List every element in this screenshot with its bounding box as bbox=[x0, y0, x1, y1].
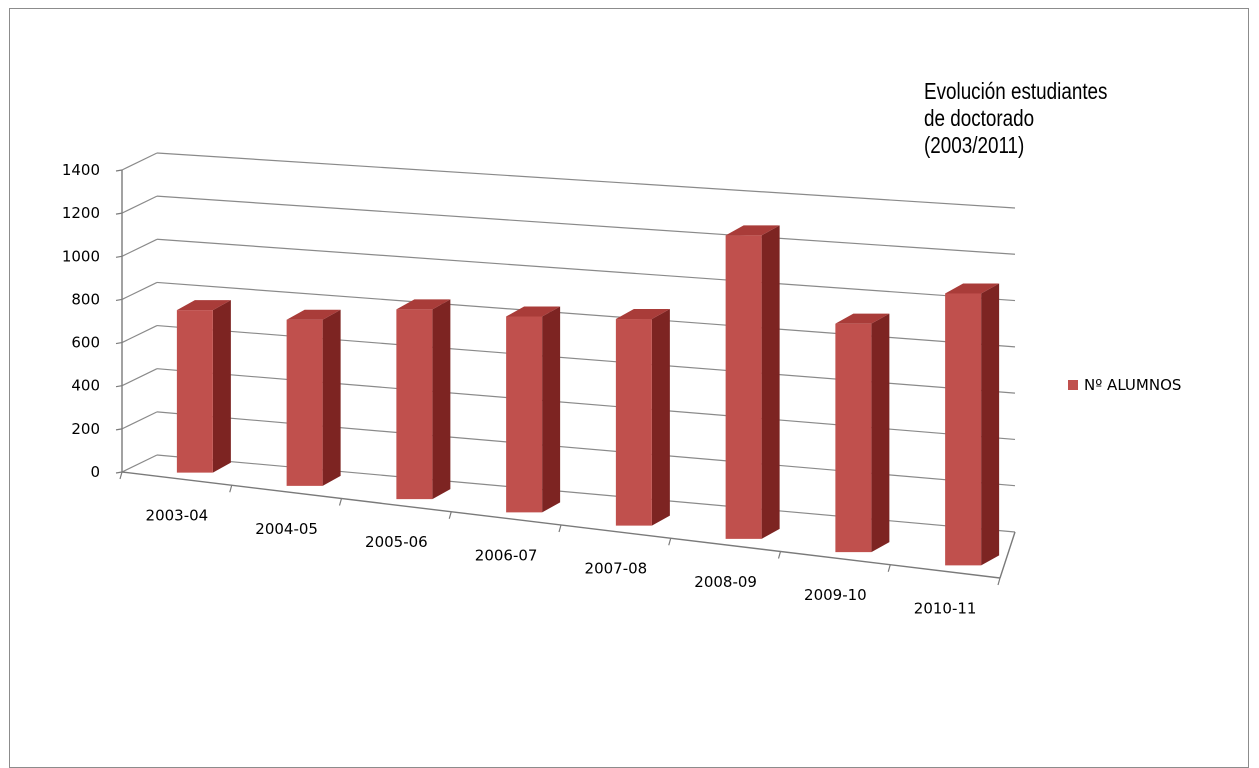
y-tick-mark bbox=[115, 298, 123, 302]
bar-side-face bbox=[981, 283, 1000, 566]
bar-front-face bbox=[286, 319, 323, 486]
x-tick-mark bbox=[119, 471, 123, 480]
gridline-side bbox=[121, 238, 158, 257]
bar-side-face bbox=[761, 225, 780, 539]
gridline bbox=[156, 195, 1016, 255]
gridline-side bbox=[121, 368, 158, 387]
bar-side-face bbox=[322, 309, 341, 486]
x-tick-label: 2008-09 bbox=[694, 573, 757, 591]
bar-top-face bbox=[615, 309, 670, 320]
x-tick-mark bbox=[668, 538, 672, 546]
x-tick-mark bbox=[997, 577, 1001, 586]
bar bbox=[396, 299, 451, 500]
gridline bbox=[156, 152, 1016, 209]
bar bbox=[176, 300, 231, 473]
bar-side-face bbox=[651, 309, 670, 526]
gridline bbox=[156, 238, 1016, 302]
x-tick-label: 2007-08 bbox=[585, 560, 648, 578]
y-tick-label: 0 bbox=[90, 463, 100, 481]
y-tick-label: 600 bbox=[71, 334, 100, 352]
y-tick-label: 800 bbox=[71, 290, 100, 308]
bar-top-face bbox=[396, 299, 451, 310]
axes bbox=[115, 169, 1016, 586]
x-tick-label: 2003-04 bbox=[146, 507, 209, 525]
x-tick-mark bbox=[338, 498, 343, 506]
bar-front-face bbox=[725, 235, 762, 539]
x-tick-label: 2006-07 bbox=[475, 546, 538, 564]
legend-swatch bbox=[1068, 380, 1078, 390]
legend: Nº ALUMNOS bbox=[1068, 376, 1181, 394]
x-tick-labels: 2003-04 2004-05 2005-06 2006-07 2007-08 2008-… bbox=[146, 507, 977, 618]
bar-front-face bbox=[506, 316, 543, 513]
chart-title-line-3: (2003/2011) bbox=[924, 132, 1025, 158]
bar-front-face bbox=[945, 293, 982, 566]
y-tick-mark bbox=[115, 471, 123, 474]
bar bbox=[945, 283, 1000, 566]
y-tick-mark bbox=[115, 385, 123, 388]
x-tick-mark bbox=[229, 485, 233, 493]
x-tick-label: 2009-10 bbox=[804, 586, 867, 604]
y-tick-label: 1200 bbox=[62, 204, 100, 222]
bar-top-face bbox=[506, 306, 561, 317]
x-tick-mark bbox=[558, 524, 562, 533]
chart-title: Evolución estudiantes de doctorado (2003… bbox=[924, 78, 1170, 159]
y-tick-label: 1000 bbox=[62, 247, 100, 265]
y-tick-label: 200 bbox=[71, 420, 100, 438]
x-tick-mark bbox=[887, 564, 891, 572]
chart-title-line-2: de doctorado bbox=[924, 105, 1035, 131]
bar-top-face bbox=[945, 283, 1000, 294]
floor-right-edge bbox=[999, 531, 1016, 579]
bar-front-face bbox=[835, 323, 872, 553]
gridline-side bbox=[121, 325, 158, 344]
x-tick-mark bbox=[448, 511, 452, 519]
bar-front-face bbox=[615, 319, 652, 526]
x-tick-mark bbox=[777, 551, 782, 559]
bar-side-face bbox=[871, 313, 890, 553]
legend-label: Nº ALUMNOS bbox=[1084, 376, 1182, 394]
bar-front-face bbox=[396, 309, 433, 500]
gridline-side bbox=[121, 281, 158, 300]
y-tick-mark bbox=[115, 428, 123, 431]
y-tick-mark bbox=[115, 169, 123, 172]
bar bbox=[506, 306, 561, 513]
bar-top-face bbox=[286, 309, 341, 320]
bar-side-face bbox=[542, 306, 561, 513]
x-tick-label: 2004-05 bbox=[255, 520, 318, 538]
bar-top-face bbox=[835, 313, 890, 324]
gridline-side bbox=[121, 152, 158, 171]
y-tick-mark bbox=[115, 255, 123, 258]
chart-title-line-1: Evolución estudiantes bbox=[924, 78, 1108, 104]
x-tick-label: 2010-11 bbox=[914, 599, 977, 617]
y-tick-label: 1400 bbox=[62, 161, 100, 179]
bar-top-face bbox=[176, 300, 231, 311]
x-tick-label: 2005-06 bbox=[365, 533, 428, 551]
bar-front-face bbox=[176, 310, 213, 473]
y-tick-labels: 0 200 400 600 800 1000 1200 1400 bbox=[62, 161, 100, 481]
bar bbox=[725, 225, 780, 539]
y-tick-mark bbox=[115, 341, 123, 345]
gridline-side bbox=[121, 195, 158, 214]
gridline-side bbox=[121, 454, 158, 473]
gridline-side bbox=[121, 411, 158, 430]
y-tick-mark bbox=[115, 212, 123, 215]
bar bbox=[835, 313, 890, 553]
bar bbox=[286, 309, 341, 486]
bar-side-face bbox=[212, 300, 231, 473]
bars bbox=[176, 225, 1000, 566]
bar bbox=[615, 309, 670, 526]
bar-top-face bbox=[725, 225, 780, 236]
y-tick-label: 400 bbox=[71, 377, 100, 395]
bar-side-face bbox=[432, 299, 451, 500]
